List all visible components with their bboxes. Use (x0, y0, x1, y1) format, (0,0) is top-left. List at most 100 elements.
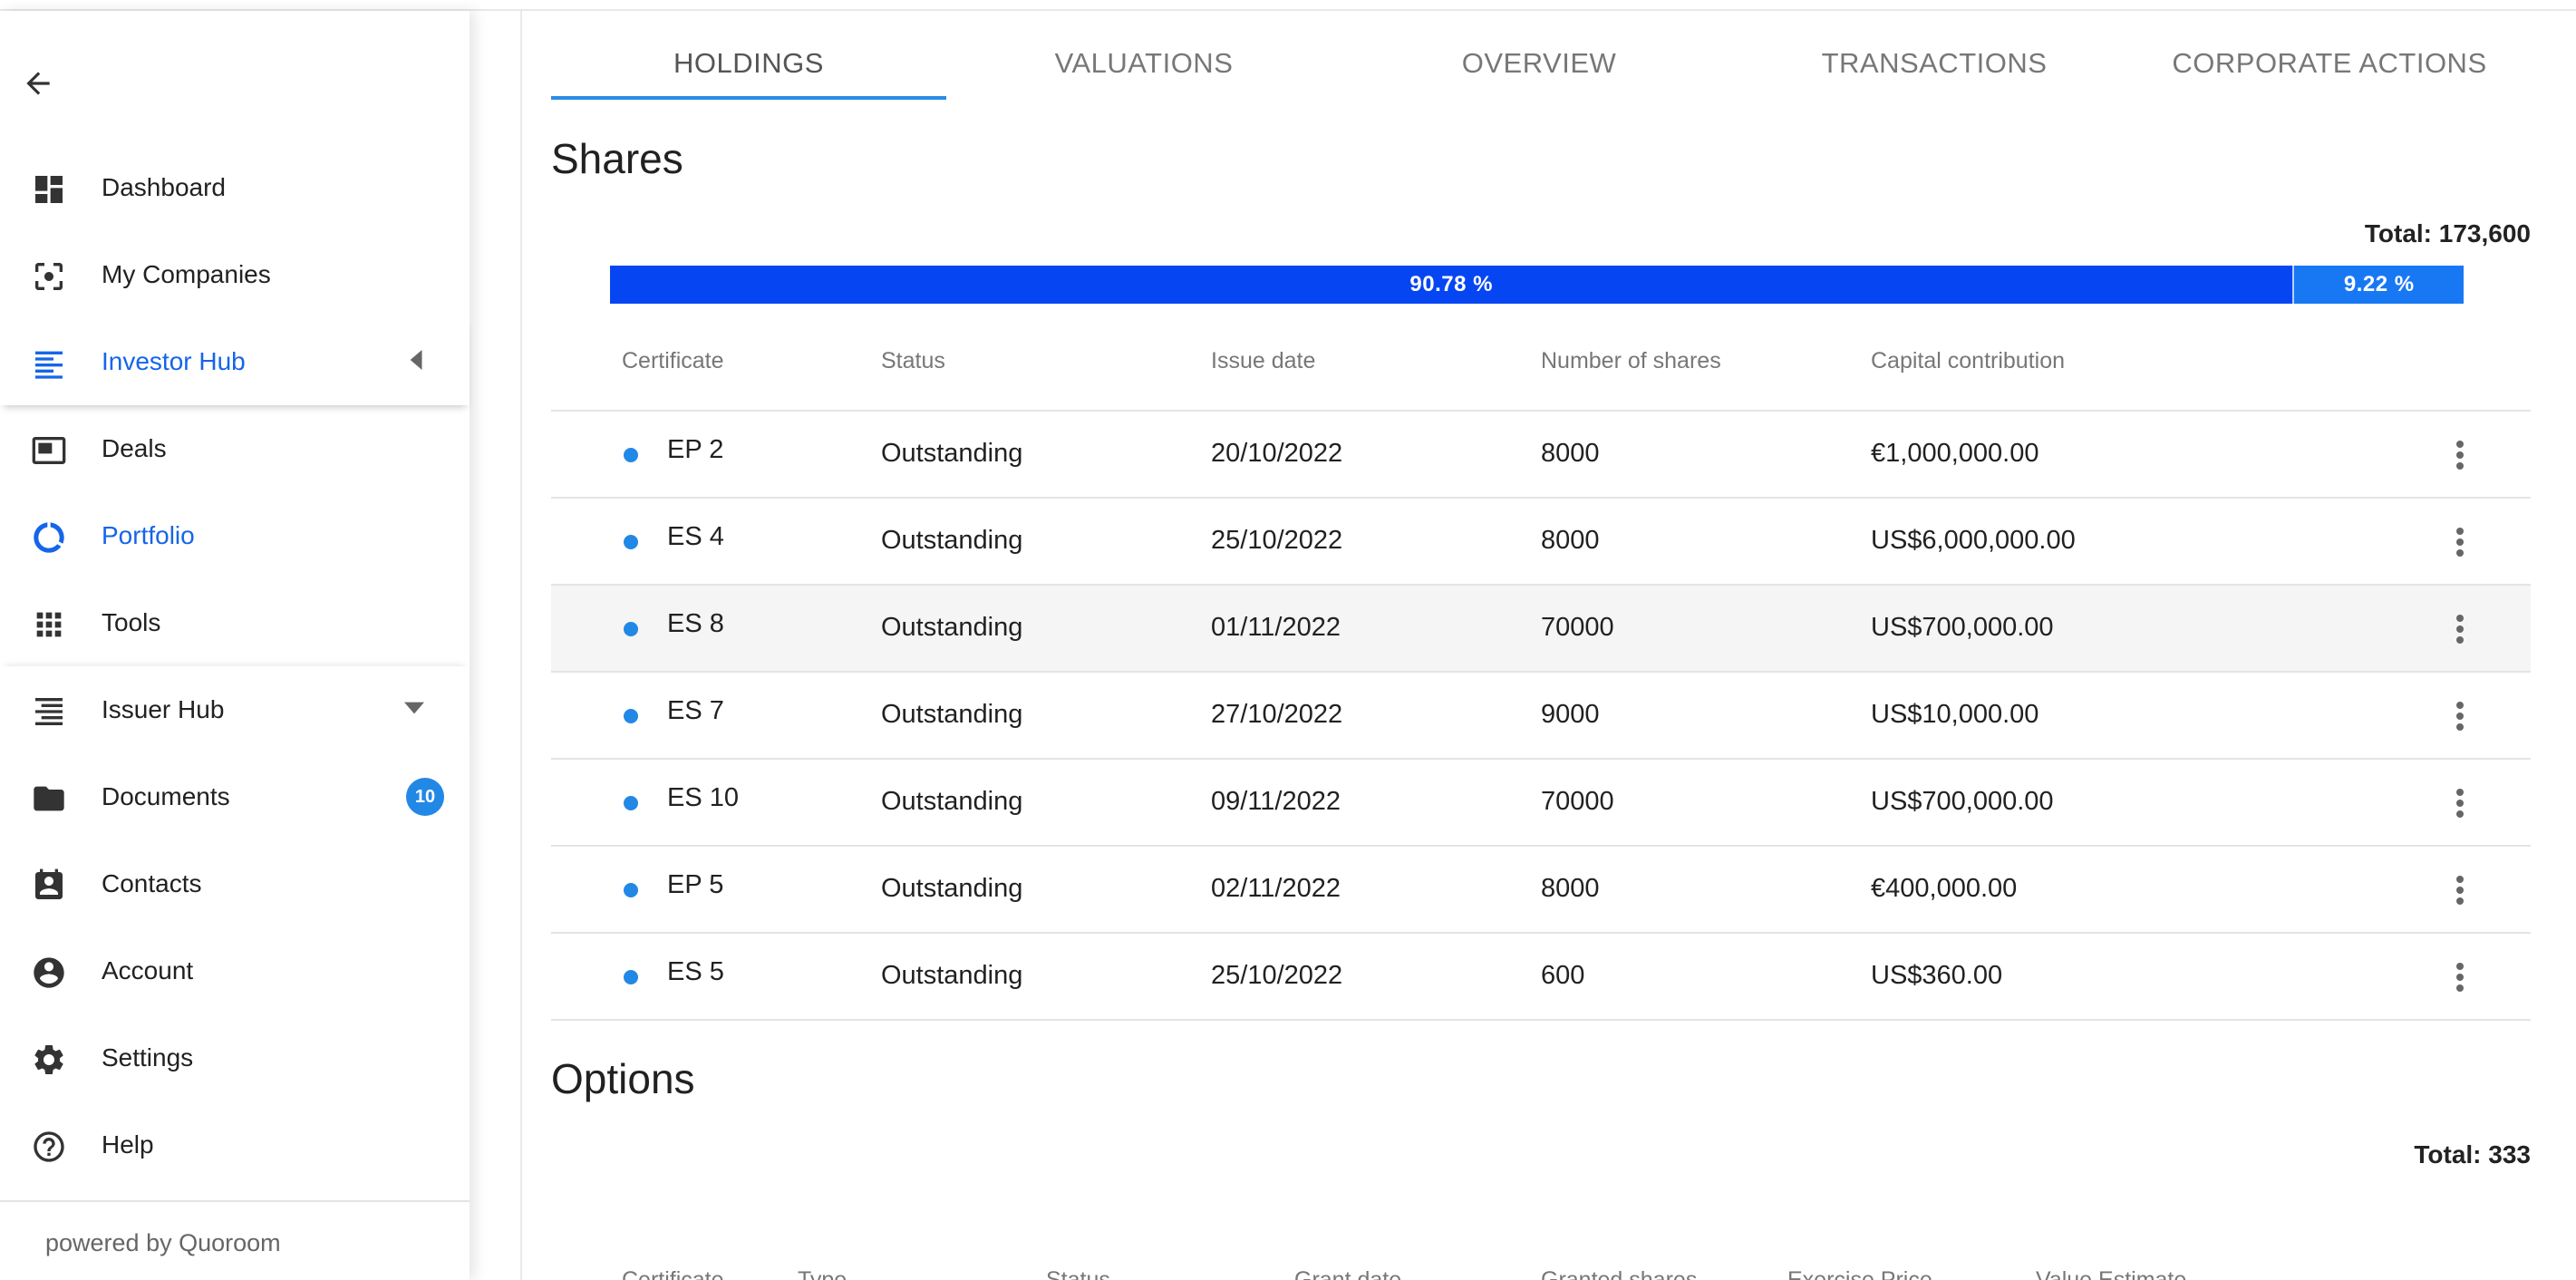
table-row[interactable]: EP 5 Outstanding 02/11/2022 8000 €400,000.00 (551, 847, 2531, 934)
issue-date-cell: 25/10/2022 (1211, 961, 1343, 990)
sidebar-item-account[interactable]: Account (0, 927, 470, 1014)
sidebar-item-label: Contacts (102, 869, 202, 897)
column-header: Number of shares (1541, 348, 1721, 373)
sidebar-item-tools[interactable]: Tools (0, 579, 470, 666)
more-vert-icon[interactable] (2442, 435, 2478, 475)
shares-table: Certificate Status Issue date Number of … (551, 326, 2531, 1021)
arrow-left-icon (26, 72, 50, 95)
sidebar-item-investor-hub[interactable]: Investor Hub (0, 318, 470, 405)
active-tab-indicator (551, 96, 946, 100)
distribution-segment: 90.78 % (610, 266, 2293, 304)
table-row[interactable]: EP 2 Outstanding 20/10/2022 8000 €1,000,000.… (551, 412, 2531, 499)
content-divider (520, 11, 522, 1280)
tab-valuations[interactable]: VALUATIONS (1054, 47, 1234, 79)
sidebar-item-issuer-hub[interactable]: Issuer Hub (0, 666, 470, 753)
center-focus-icon (31, 258, 67, 295)
status-cell: Outstanding (881, 613, 1023, 642)
status-cell: Outstanding (881, 700, 1023, 729)
shares-total: Total: 173,600 (2364, 219, 2531, 247)
shares-cell: 9000 (1541, 700, 1600, 729)
column-header: Exercise Price (1787, 1267, 1932, 1280)
donut-icon (31, 519, 67, 556)
tab-holdings[interactable]: HOLDINGS (673, 47, 824, 79)
folder-icon (31, 781, 67, 817)
table-row[interactable]: ES 7 Outstanding 27/10/2022 9000 US$10,000.0… (551, 673, 2531, 760)
shares-cell: 600 (1541, 961, 1585, 990)
sidebar-item-portfolio[interactable]: Portfolio (0, 492, 470, 579)
table-row[interactable]: ES 4 Outstanding 25/10/2022 8000 US$6,000,00… (551, 499, 2531, 586)
more-vert-icon[interactable] (2442, 957, 2478, 997)
caret-left-icon (410, 349, 424, 374)
certificate-cell: ES 10 (667, 783, 739, 812)
help-circle-icon (31, 1129, 67, 1165)
tab-corporate-actions[interactable]: CORPORATE ACTIONS (2172, 47, 2487, 79)
sidebar-item-label: Documents (102, 782, 230, 810)
column-header: Certificate (622, 1267, 724, 1280)
status-cell: Outstanding (881, 787, 1023, 816)
sidebar-item-label: Tools (102, 608, 161, 636)
sidebar-item-label: Deals (102, 434, 167, 462)
table-row[interactable]: ES 10 Outstanding 09/11/2022 70000 US$700,00… (551, 760, 2531, 847)
documents-count-badge: 10 (406, 778, 444, 816)
sidebar-item-label: My Companies (102, 260, 271, 288)
status-dot (624, 796, 638, 810)
issue-date-cell: 27/10/2022 (1211, 700, 1343, 729)
table-row[interactable]: ES 5 Outstanding 25/10/2022 600 US$360.00 (551, 934, 2531, 1021)
tab-overview[interactable]: OVERVIEW (1461, 47, 1617, 79)
apps-grid-icon (31, 606, 67, 643)
dashboard-icon (31, 171, 67, 208)
more-vert-icon[interactable] (2442, 783, 2478, 823)
sidebar-item-label: Account (102, 956, 194, 984)
gear-icon (31, 1042, 67, 1078)
top-divider (0, 9, 2576, 11)
list-lines-icon (31, 345, 67, 382)
back-button[interactable] (16, 62, 60, 105)
sidebar-item-documents[interactable]: Documents 10 (0, 753, 470, 840)
tab-transactions[interactable]: TRANSACTIONS (1821, 47, 2048, 79)
sidebar-item-label: Settings (102, 1043, 194, 1072)
issue-date-cell: 01/11/2022 (1211, 613, 1341, 642)
more-vert-icon[interactable] (2442, 870, 2478, 910)
sidebar: Dashboard My Companies Investor Hub Deal… (0, 11, 470, 1280)
capital-cell: US$10,000.00 (1871, 700, 2039, 729)
sidebar-footer: powered by Quoroom (0, 1200, 470, 1280)
issue-date-cell: 02/11/2022 (1211, 874, 1341, 903)
list-lines-icon (31, 693, 67, 730)
table-header: Certificate Status Issue date Number of … (551, 326, 2531, 412)
sidebar-item-help[interactable]: Help (0, 1101, 470, 1188)
shares-cell: 70000 (1541, 613, 1614, 642)
column-header: Certificate (622, 348, 724, 373)
certificate-cell: EP 5 (667, 870, 724, 899)
sidebar-item-dashboard[interactable]: Dashboard (0, 144, 470, 231)
sidebar-item-my-companies[interactable]: My Companies (0, 231, 470, 318)
caret-down-icon (404, 702, 424, 719)
more-vert-icon[interactable] (2442, 696, 2478, 736)
issue-date-cell: 20/10/2022 (1211, 439, 1343, 468)
more-vert-icon[interactable] (2442, 522, 2478, 562)
account-circle-icon (31, 955, 67, 991)
capital-cell: US$700,000.00 (1871, 787, 2054, 816)
featured-video-icon (31, 432, 67, 469)
status-dot (624, 709, 638, 723)
status-dot (624, 883, 638, 897)
capital-cell: €1,000,000.00 (1871, 439, 2039, 468)
shares-title: Shares (551, 135, 683, 182)
status-cell: Outstanding (881, 439, 1023, 468)
options-table-header: Certificate Type Status Grant date Grant… (551, 1262, 2531, 1280)
column-header: Value Estimate (2036, 1267, 2187, 1280)
issue-date-cell: 09/11/2022 (1211, 787, 1341, 816)
certificate-cell: ES 7 (667, 696, 724, 725)
shares-cell: 8000 (1541, 439, 1600, 468)
sidebar-item-deals[interactable]: Deals (0, 405, 470, 492)
column-header: Granted shares (1541, 1267, 1698, 1280)
sidebar-item-label: Portfolio (102, 521, 195, 549)
shares-cell: 8000 (1541, 874, 1600, 903)
issue-date-cell: 25/10/2022 (1211, 526, 1343, 555)
table-row[interactable]: ES 8 Outstanding 01/11/2022 70000 US$700,000… (551, 586, 2531, 673)
more-vert-icon[interactable] (2442, 609, 2478, 649)
sidebar-item-contacts[interactable]: Contacts (0, 840, 470, 927)
status-dot (624, 535, 638, 549)
status-dot (624, 970, 638, 984)
status-cell: Outstanding (881, 526, 1023, 555)
sidebar-item-settings[interactable]: Settings (0, 1014, 470, 1101)
